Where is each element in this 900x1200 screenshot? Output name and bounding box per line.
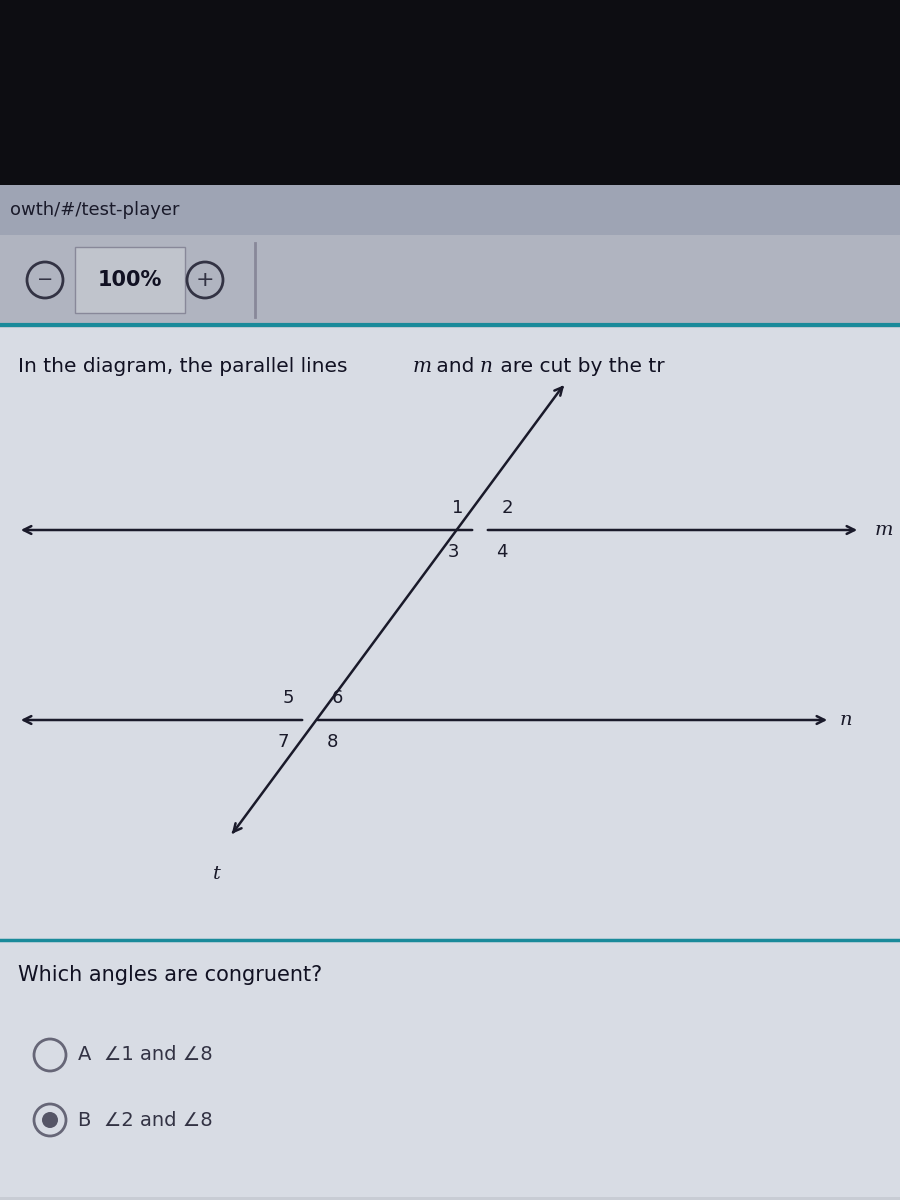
Text: m: m [413, 358, 432, 377]
Text: A  ∠1 and ∠8: A ∠1 and ∠8 [78, 1045, 212, 1064]
Circle shape [42, 1112, 58, 1128]
Text: 4: 4 [496, 542, 508, 560]
Text: t: t [213, 865, 220, 883]
Text: 5: 5 [283, 689, 293, 707]
Text: 1: 1 [453, 499, 464, 517]
Text: 3: 3 [447, 542, 459, 560]
Text: 100%: 100% [98, 270, 162, 290]
Text: n: n [480, 358, 493, 377]
Text: m: m [875, 521, 894, 539]
Bar [0, 328, 900, 1198]
Text: Which angles are congruent?: Which angles are congruent? [18, 965, 322, 985]
Bar [75, 247, 185, 313]
Text: 2: 2 [501, 499, 513, 517]
Text: In the diagram, the parallel lines: In the diagram, the parallel lines [18, 358, 354, 377]
Text: n: n [840, 710, 852, 728]
Text: owth/#/test-player: owth/#/test-player [10, 200, 179, 218]
Text: 8: 8 [327, 733, 338, 751]
Text: +: + [195, 270, 214, 290]
Bar [0, 185, 900, 235]
Text: 7: 7 [277, 733, 289, 751]
Bar [0, 325, 900, 1200]
Text: −: − [37, 270, 53, 289]
Text: and: and [430, 358, 481, 377]
Text: 6: 6 [331, 689, 343, 707]
Bar [0, 235, 900, 325]
Bar [0, 0, 900, 185]
Text: B  ∠2 and ∠8: B ∠2 and ∠8 [78, 1110, 212, 1129]
Text: are cut by the tr: are cut by the tr [494, 358, 664, 377]
